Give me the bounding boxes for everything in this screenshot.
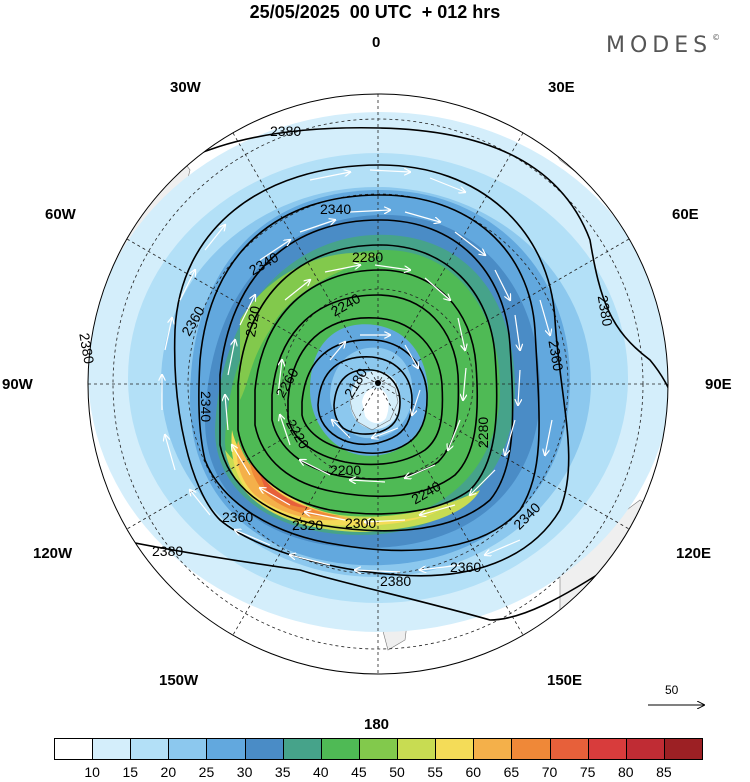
logo-mark: ©	[712, 33, 721, 42]
colorbar-tick-label: 40	[313, 764, 329, 780]
lon-label-30e: 30E	[548, 79, 575, 96]
lon-label-60e: 60E	[672, 206, 699, 223]
map-disc	[88, 94, 668, 674]
colorbar-cell	[130, 738, 170, 760]
contour-label-2280-right: 2280	[475, 417, 491, 448]
contour-label-2340-west: 2340	[198, 391, 214, 422]
lon-label-60w: 60W	[45, 206, 76, 223]
contour-label-2360-bottom-left: 2360	[222, 509, 253, 525]
colorbar-tick-label: 10	[84, 764, 100, 780]
contour-label-2320-left: 2320	[242, 305, 263, 339]
contour-label-2200-bottom: 2200	[330, 462, 361, 478]
wind-scale-label: 50	[665, 683, 679, 697]
contour-2220	[301, 339, 428, 454]
colorbar-cell	[54, 738, 94, 760]
lon-label-30w: 30W	[170, 79, 201, 96]
contour-label-2360-right: 2360	[545, 339, 566, 373]
lon-label-150w: 150W	[159, 672, 199, 689]
colorbar-cell	[397, 738, 437, 760]
colorbar-cell	[206, 738, 246, 760]
logo-text: MODES	[606, 33, 713, 58]
colorbar-cell	[511, 738, 551, 760]
colorbar-cell	[244, 738, 284, 760]
colorbar-tick-label: 70	[541, 764, 558, 780]
contour-2320	[219, 219, 514, 532]
contour-2300	[237, 244, 498, 515]
contour-label-2380-left: 2380	[76, 332, 97, 366]
colorbar-tick-label: 50	[389, 764, 405, 780]
contour-2240	[287, 317, 444, 466]
contour-label-2380-right: 2380	[595, 294, 616, 328]
colorbar-cell	[625, 738, 665, 760]
contour-label-2340-top: 2340	[320, 201, 351, 217]
colorbar-cell	[168, 738, 208, 760]
map-boundary	[87, 93, 669, 675]
colorbar-tick-label: 25	[198, 764, 215, 780]
colorbar-cell	[663, 738, 703, 760]
contour-2180	[333, 368, 401, 435]
height-contours	[88, 126, 668, 621]
lon-label-180: 180	[364, 716, 390, 733]
colorbar-tick-label: 15	[122, 764, 139, 780]
colorbar-cell	[92, 738, 132, 760]
colorbar-cell	[587, 738, 627, 760]
colorbar-tick-label: 55	[427, 764, 443, 780]
colorbar-cell	[320, 738, 360, 760]
contour-label-2300-bottom: 2300	[345, 515, 376, 531]
colorbar-tick-label: 20	[160, 764, 177, 780]
pole-marker	[375, 380, 381, 386]
colorbar-tick-label: 75	[579, 764, 596, 780]
colorbar-cell	[282, 738, 322, 760]
lon-label-90w: 90W	[2, 376, 33, 393]
colorbar-cell	[358, 738, 399, 760]
contour-label-2380-top: 2380	[270, 123, 301, 139]
lon-label-150e: 150E	[547, 672, 583, 689]
colorbar-tick-label: 60	[465, 764, 482, 780]
colorbar-tick-label: 65	[503, 764, 520, 780]
lon-label-90e: 90E	[705, 376, 732, 393]
contour-label-2360-bottom: 2360	[450, 559, 481, 575]
colorbar-tick-label: 85	[656, 764, 672, 780]
colorbar	[54, 738, 703, 760]
colorbar-tick-label: 35	[274, 764, 291, 780]
contour-2260	[271, 294, 460, 480]
map-title: 25/05/2025 00 UTC + 012 hrs	[249, 2, 501, 22]
contour-2280	[254, 269, 479, 498]
contour-label-2380-bottom: 2380	[380, 573, 411, 589]
contour-label-2280-top: 2280	[352, 249, 383, 265]
lon-label-0: 0	[372, 34, 381, 51]
colorbar-cell	[435, 738, 475, 760]
contour-2380	[88, 126, 668, 621]
contour-label-2380-bottom-left: 2380	[152, 543, 183, 559]
colorbar-tick-label: 30	[236, 764, 253, 780]
lon-label-120e: 120E	[676, 545, 712, 562]
colorbar-cell	[473, 738, 513, 760]
contour-2340	[198, 194, 540, 552]
modes-logo: MODES©	[606, 33, 720, 58]
contour-2360	[173, 164, 570, 577]
lon-label-120w: 120W	[33, 545, 73, 562]
colorbar-cell	[549, 738, 589, 760]
antarctica-coast	[349, 379, 399, 431]
colorbar-tick-label: 80	[617, 764, 634, 780]
wind-vectors	[162, 170, 553, 572]
colorbar-tick-label: 45	[351, 764, 367, 780]
contour-label-2320-bottom: 2320	[292, 517, 323, 533]
